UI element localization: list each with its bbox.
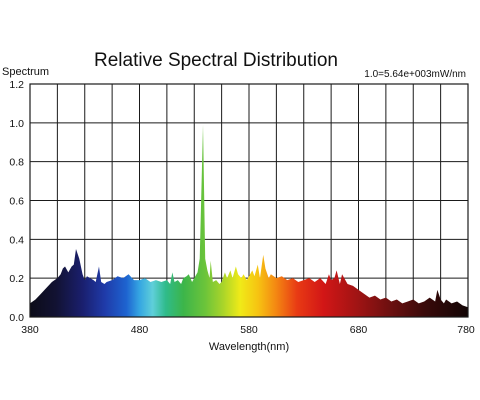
- y-axis-label: Spectrum: [2, 66, 49, 78]
- y-tick-label: 1.2: [9, 79, 24, 91]
- chart-title: Relative Spectral Distribution: [94, 50, 338, 71]
- grid: [30, 84, 468, 317]
- y-tick-label: 1.0: [9, 118, 24, 130]
- spectrum-area: [30, 124, 468, 318]
- scale-annotation: 1.0=5.64e+003mW/nm: [364, 69, 466, 80]
- x-ticks: 380 480 580 680 780: [21, 324, 475, 336]
- y-tick-label: 0.6: [9, 196, 24, 208]
- y-ticks: 0.0 0.2 0.4 0.6 0.8 1.0 1.2: [9, 79, 24, 324]
- x-tick-label: 780: [457, 324, 475, 336]
- y-tick-label: 0.8: [9, 157, 24, 169]
- x-tick-label: 480: [131, 324, 149, 336]
- y-tick-label: 0.0: [9, 312, 24, 324]
- x-tick-label: 380: [21, 324, 39, 336]
- y-tick-label: 0.2: [9, 273, 24, 285]
- x-tick-label: 580: [240, 324, 258, 336]
- y-tick-label: 0.4: [9, 234, 24, 246]
- plot-frame: [29, 83, 469, 318]
- x-axis-label: Wavelength(nm): [209, 341, 289, 353]
- x-tick-label: 680: [350, 324, 368, 336]
